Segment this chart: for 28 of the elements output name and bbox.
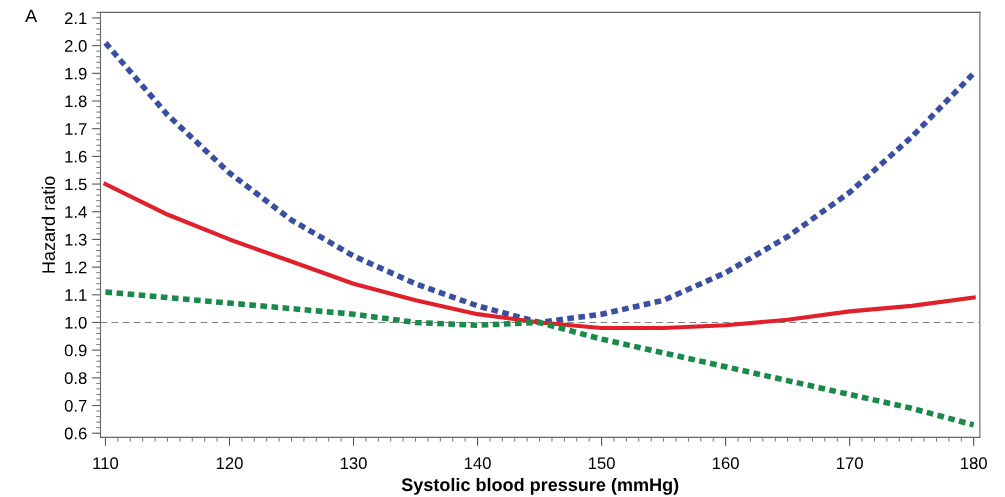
x-tick-label: 120 <box>216 457 243 470</box>
y-tick-label: 1.7 <box>65 123 87 135</box>
x-tick-label: 150 <box>588 457 615 470</box>
x-axis-title: Systolic blood pressure (mmHg) <box>401 477 679 495</box>
x-tick-label: 170 <box>837 457 863 470</box>
x-tick-label: 160 <box>712 457 739 470</box>
x-tick-label: 140 <box>464 457 491 470</box>
y-tick-label: 0.8 <box>64 372 87 385</box>
x-tick-label: 130 <box>340 457 367 470</box>
y-tick-label: 1.3 <box>65 233 87 246</box>
x-tick-label: 110 <box>93 457 119 470</box>
y-tick-label: 1.1 <box>65 289 87 301</box>
text: A <box>25 9 38 23</box>
line-series <box>103 181 976 331</box>
y-tick-label: 1.8 <box>65 95 87 108</box>
y-tick-label: 1.9 <box>65 67 87 80</box>
y-tick-label: 1.4 <box>65 206 87 218</box>
x-tick-label: 180 <box>961 457 987 470</box>
y-tick-label: 2.0 <box>64 40 87 52</box>
y-tick-label: 0.6 <box>64 427 87 440</box>
y-axis-title: Hazard ratio <box>41 176 56 273</box>
y-tick-label: 1.0 <box>65 316 87 329</box>
y-tick-label: 0.9 <box>64 344 87 357</box>
y-tick-label: 2.1 <box>64 12 87 24</box>
y-tick-label: 1.2 <box>65 261 87 274</box>
y-tick-label: 1.5 <box>65 178 87 191</box>
y-tick-label: 1.6 <box>65 150 87 163</box>
y-tick-label: 0.7 <box>64 399 87 412</box>
